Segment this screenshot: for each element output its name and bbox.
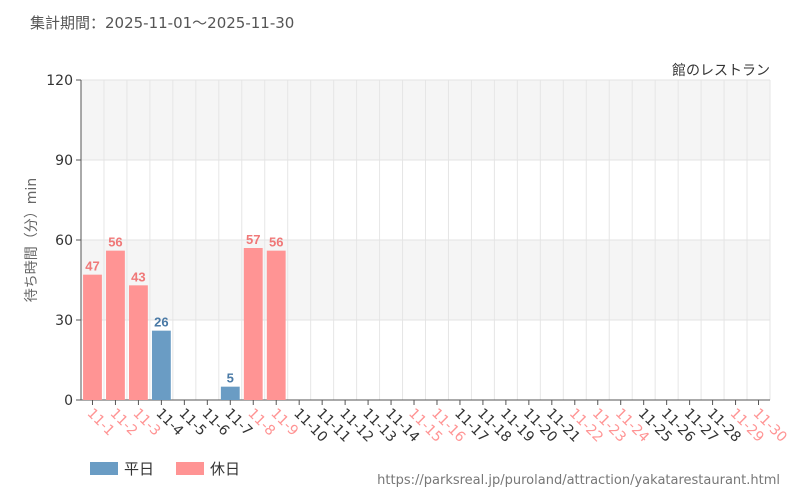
y-tick-label: 90 [55,153,73,169]
bar-11-3 [129,285,148,400]
data-label-11-2: 56 [108,235,122,250]
bar-11-1 [83,274,102,400]
y-tick-label: 120 [46,73,73,89]
data-label-11-9: 56 [269,235,283,250]
bar-11-8 [243,248,263,400]
legend-item-holiday: 休日 [176,458,240,479]
bar-11-2 [106,250,125,400]
legend-swatch-weekday [90,462,118,475]
y-tick-label: 60 [55,233,73,249]
bar-11-9 [266,250,286,400]
data-label-11-4: 26 [154,315,168,330]
legend-item-weekday: 平日 [90,458,154,479]
y-axis-label: 待ち時間（分）min [24,178,40,302]
legend-label-holiday: 休日 [210,460,241,478]
y-tick-label: 30 [55,313,73,329]
series-name: 館のレストラン [672,63,770,79]
period-label: 集計期間：2025-11-01～2025-11-30 [30,14,295,32]
data-label-11-1: 47 [85,259,99,274]
y-tick-label: 0 [64,393,73,409]
legend: 平日 休日 [90,458,240,479]
legend-label-weekday: 平日 [124,460,155,478]
data-label-11-3: 43 [131,269,145,284]
source-url: https://parksreal.jp/puroland/attraction… [377,473,780,488]
legend-swatch-holiday [176,462,205,475]
bar-11-7 [220,386,240,400]
bar-11-4 [151,330,171,400]
data-label-11-7: 5 [227,371,234,386]
data-label-11-8: 57 [246,232,260,247]
